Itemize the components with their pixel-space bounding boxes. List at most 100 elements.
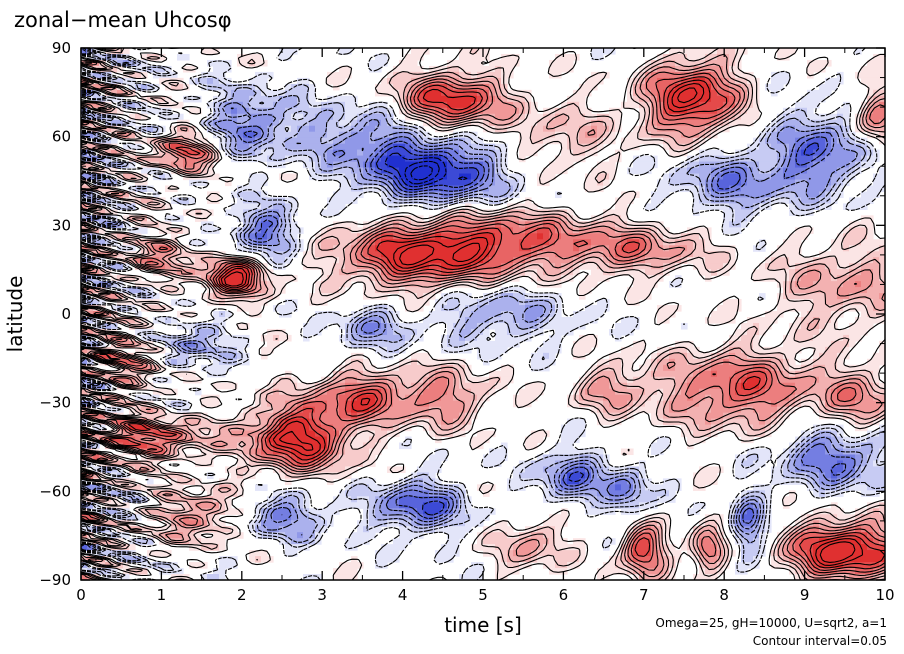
field-cell [231, 334, 238, 342]
field-cell [171, 299, 178, 306]
field-cell [171, 251, 178, 258]
field-cell [315, 400, 322, 408]
field-cell [345, 65, 352, 73]
field-cell [189, 95, 196, 103]
field-cell [255, 442, 262, 450]
field-cell [135, 131, 142, 139]
field-cell [369, 508, 376, 515]
field-cell [267, 448, 274, 456]
field-cell [333, 221, 340, 228]
field-cell [249, 215, 256, 222]
field-cell [93, 496, 100, 503]
field-cell [261, 400, 268, 408]
field-cell [105, 191, 112, 199]
field-cell [165, 352, 172, 360]
field-cell [255, 245, 262, 252]
field-cell [357, 251, 364, 258]
field-cell [375, 322, 382, 330]
field-cell [441, 167, 448, 175]
field-cell [135, 514, 142, 521]
field-cell [315, 418, 322, 426]
field-cell [285, 490, 292, 497]
field-cell [381, 83, 388, 91]
field-cell [561, 251, 568, 258]
field-cell [357, 520, 364, 527]
field-cell [369, 370, 376, 378]
field-cell [417, 484, 424, 491]
field-cell [345, 137, 352, 145]
field-cell [495, 346, 502, 354]
field-cell [543, 263, 550, 270]
field-cell [147, 490, 154, 497]
field-cell [237, 89, 244, 97]
field-cell [495, 448, 502, 456]
field-cell [525, 472, 532, 479]
field-cell [99, 466, 106, 474]
field-cell [147, 328, 154, 336]
field-cell [105, 239, 112, 246]
field-cell [225, 562, 232, 569]
field-cell [141, 484, 148, 491]
field-cell [135, 311, 142, 318]
field-cell [177, 574, 184, 580]
field-cell [351, 454, 358, 462]
field-cell [543, 346, 550, 354]
field-cell [501, 107, 508, 115]
field-cell [189, 322, 196, 330]
field-cell [321, 376, 328, 384]
field-cell [417, 65, 424, 73]
field-cell [315, 113, 322, 121]
field-cell [123, 574, 130, 580]
field-cell [381, 59, 388, 67]
field-cell [147, 400, 154, 408]
field-cell [201, 514, 208, 521]
field-cell [177, 478, 184, 485]
field-cell [363, 364, 370, 372]
field-cell [165, 412, 172, 420]
field-cell [189, 65, 196, 73]
field-cell [381, 53, 388, 61]
field-cell [225, 293, 232, 300]
field-cell [159, 442, 166, 450]
field-cell [201, 322, 208, 330]
field-cell [255, 149, 262, 157]
field-cell [327, 95, 334, 103]
field-cell [237, 185, 244, 193]
field-cell [321, 526, 328, 533]
field-cell [225, 125, 232, 133]
field-cell [249, 430, 256, 438]
field-cell [495, 233, 502, 240]
field-cell [213, 125, 220, 133]
field-cell [147, 412, 154, 420]
field-cell [111, 322, 118, 330]
field-cell [363, 514, 370, 521]
field-cell [549, 263, 556, 270]
field-cell [255, 406, 262, 414]
field-cell [495, 65, 502, 73]
field-cell [135, 508, 142, 515]
field-cell [567, 59, 574, 67]
field-cell [435, 185, 442, 193]
field-cell [255, 526, 262, 533]
field-cell [357, 418, 364, 426]
field-cell [81, 574, 88, 580]
field-cell [465, 53, 472, 61]
field-cell [297, 520, 304, 527]
field-cell [387, 346, 394, 354]
field-cell [333, 472, 340, 479]
field-cell [423, 466, 430, 474]
field-cell [345, 358, 352, 366]
field-cell [309, 167, 316, 175]
field-cell [153, 316, 160, 324]
field-cell [111, 508, 118, 515]
field-cell [117, 233, 124, 240]
field-cell [321, 311, 328, 318]
field-cell [207, 101, 214, 109]
field-cell [177, 269, 184, 276]
field-cell [285, 215, 292, 222]
field-cell [399, 167, 406, 175]
field-cell [243, 448, 250, 456]
field-cell [489, 538, 496, 545]
field-cell [363, 257, 370, 264]
field-cell [351, 263, 358, 270]
